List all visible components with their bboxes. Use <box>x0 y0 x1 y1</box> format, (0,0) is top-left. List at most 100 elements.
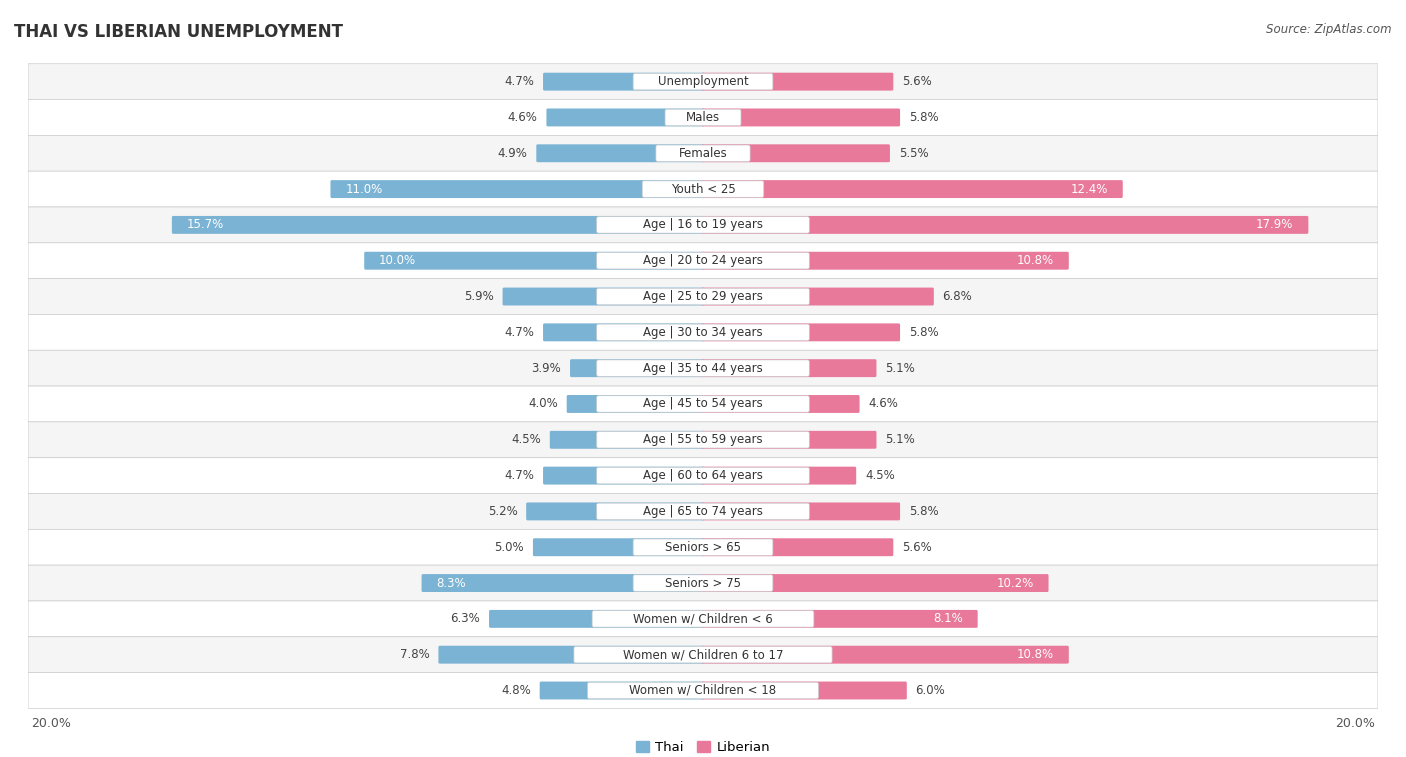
FancyBboxPatch shape <box>28 100 1378 136</box>
Text: Females: Females <box>679 147 727 160</box>
FancyBboxPatch shape <box>596 467 810 484</box>
Text: 5.0%: 5.0% <box>495 540 524 553</box>
FancyBboxPatch shape <box>702 466 856 484</box>
FancyBboxPatch shape <box>596 217 810 233</box>
Text: 7.8%: 7.8% <box>399 648 430 661</box>
Text: 5.8%: 5.8% <box>908 505 938 518</box>
FancyBboxPatch shape <box>502 288 704 306</box>
Text: 3.9%: 3.9% <box>531 362 561 375</box>
FancyBboxPatch shape <box>28 64 1378 100</box>
FancyBboxPatch shape <box>657 145 749 161</box>
FancyBboxPatch shape <box>28 601 1378 637</box>
Text: 5.1%: 5.1% <box>886 362 915 375</box>
FancyBboxPatch shape <box>526 503 704 520</box>
Text: 11.0%: 11.0% <box>346 182 382 195</box>
Text: THAI VS LIBERIAN UNEMPLOYMENT: THAI VS LIBERIAN UNEMPLOYMENT <box>14 23 343 41</box>
FancyBboxPatch shape <box>540 681 704 699</box>
FancyBboxPatch shape <box>702 431 876 449</box>
FancyBboxPatch shape <box>543 466 704 484</box>
Text: Age | 65 to 74 years: Age | 65 to 74 years <box>643 505 763 518</box>
Text: Age | 60 to 64 years: Age | 60 to 64 years <box>643 469 763 482</box>
Text: Seniors > 75: Seniors > 75 <box>665 577 741 590</box>
Text: Source: ZipAtlas.com: Source: ZipAtlas.com <box>1267 23 1392 36</box>
Text: Age | 30 to 34 years: Age | 30 to 34 years <box>643 326 763 339</box>
FancyBboxPatch shape <box>550 431 704 449</box>
FancyBboxPatch shape <box>596 253 810 269</box>
FancyBboxPatch shape <box>633 73 773 90</box>
FancyBboxPatch shape <box>28 565 1378 601</box>
FancyBboxPatch shape <box>567 395 704 413</box>
Text: Age | 35 to 44 years: Age | 35 to 44 years <box>643 362 763 375</box>
FancyBboxPatch shape <box>364 252 704 269</box>
Text: 6.3%: 6.3% <box>450 612 481 625</box>
Text: 20.0%: 20.0% <box>1334 718 1375 731</box>
FancyBboxPatch shape <box>596 396 810 413</box>
FancyBboxPatch shape <box>702 73 893 91</box>
FancyBboxPatch shape <box>28 458 1378 494</box>
Text: 15.7%: 15.7% <box>187 219 224 232</box>
Text: Age | 16 to 19 years: Age | 16 to 19 years <box>643 219 763 232</box>
Text: 20.0%: 20.0% <box>31 718 72 731</box>
FancyBboxPatch shape <box>702 180 1123 198</box>
FancyBboxPatch shape <box>702 538 893 556</box>
Text: 5.6%: 5.6% <box>903 75 932 88</box>
FancyBboxPatch shape <box>592 611 814 627</box>
Text: Seniors > 65: Seniors > 65 <box>665 540 741 553</box>
FancyBboxPatch shape <box>28 637 1378 672</box>
FancyBboxPatch shape <box>28 243 1378 279</box>
Text: 4.7%: 4.7% <box>505 326 534 339</box>
Text: Age | 45 to 54 years: Age | 45 to 54 years <box>643 397 763 410</box>
FancyBboxPatch shape <box>643 181 763 198</box>
Text: Age | 55 to 59 years: Age | 55 to 59 years <box>643 433 763 447</box>
Text: 5.5%: 5.5% <box>898 147 928 160</box>
FancyBboxPatch shape <box>702 108 900 126</box>
Legend: Thai, Liberian: Thai, Liberian <box>630 736 776 757</box>
FancyBboxPatch shape <box>702 395 859 413</box>
Text: Unemployment: Unemployment <box>658 75 748 88</box>
Text: Youth < 25: Youth < 25 <box>671 182 735 195</box>
FancyBboxPatch shape <box>172 216 704 234</box>
FancyBboxPatch shape <box>702 323 900 341</box>
FancyBboxPatch shape <box>633 539 773 556</box>
FancyBboxPatch shape <box>569 360 704 377</box>
Text: 17.9%: 17.9% <box>1256 219 1294 232</box>
Text: 4.7%: 4.7% <box>505 469 534 482</box>
Text: 5.9%: 5.9% <box>464 290 494 303</box>
Text: 6.8%: 6.8% <box>942 290 973 303</box>
FancyBboxPatch shape <box>28 279 1378 314</box>
FancyBboxPatch shape <box>422 574 704 592</box>
FancyBboxPatch shape <box>702 574 1049 592</box>
FancyBboxPatch shape <box>702 681 907 699</box>
FancyBboxPatch shape <box>596 503 810 519</box>
Text: 4.5%: 4.5% <box>865 469 894 482</box>
FancyBboxPatch shape <box>543 73 704 91</box>
FancyBboxPatch shape <box>702 646 1069 664</box>
Text: 10.0%: 10.0% <box>380 254 416 267</box>
FancyBboxPatch shape <box>702 360 876 377</box>
FancyBboxPatch shape <box>702 145 890 162</box>
Text: 4.9%: 4.9% <box>498 147 527 160</box>
FancyBboxPatch shape <box>633 575 773 591</box>
Text: 5.6%: 5.6% <box>903 540 932 553</box>
Text: 10.8%: 10.8% <box>1017 648 1054 661</box>
FancyBboxPatch shape <box>702 610 977 628</box>
Text: 4.6%: 4.6% <box>508 111 537 124</box>
Text: 4.8%: 4.8% <box>501 684 531 697</box>
Text: 5.8%: 5.8% <box>908 111 938 124</box>
Text: 5.2%: 5.2% <box>488 505 517 518</box>
Text: 4.0%: 4.0% <box>529 397 558 410</box>
Text: Women w/ Children < 18: Women w/ Children < 18 <box>630 684 776 697</box>
FancyBboxPatch shape <box>28 136 1378 171</box>
FancyBboxPatch shape <box>489 610 704 628</box>
FancyBboxPatch shape <box>28 350 1378 386</box>
FancyBboxPatch shape <box>596 431 810 448</box>
Text: Women w/ Children < 6: Women w/ Children < 6 <box>633 612 773 625</box>
Text: Age | 20 to 24 years: Age | 20 to 24 years <box>643 254 763 267</box>
Text: 8.3%: 8.3% <box>436 577 465 590</box>
Text: 5.1%: 5.1% <box>886 433 915 447</box>
FancyBboxPatch shape <box>702 216 1309 234</box>
FancyBboxPatch shape <box>439 646 704 664</box>
FancyBboxPatch shape <box>536 145 704 162</box>
FancyBboxPatch shape <box>533 538 704 556</box>
FancyBboxPatch shape <box>28 672 1378 709</box>
